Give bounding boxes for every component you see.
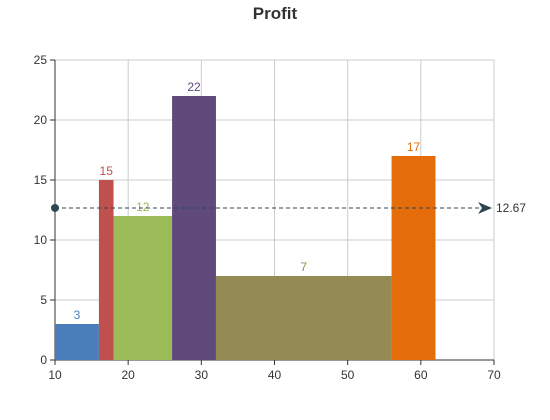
bar[interactable] — [215, 276, 392, 360]
y-tick-label: 5 — [40, 293, 47, 307]
mark-line-arrow — [478, 201, 492, 214]
bar[interactable] — [391, 156, 436, 360]
bar-value-label: 17 — [407, 140, 421, 154]
bar[interactable] — [98, 180, 114, 360]
x-tick-label: 20 — [121, 368, 135, 382]
y-tick-label: 15 — [34, 173, 48, 187]
bars — [55, 96, 436, 360]
bar[interactable] — [55, 324, 99, 360]
bar[interactable] — [113, 216, 173, 360]
mark-line-start-dot — [51, 203, 59, 212]
x-tick-label: 50 — [341, 368, 355, 382]
chart-title: Profit — [252, 4, 298, 23]
x-tick-label: 70 — [487, 368, 501, 382]
x-tick-label: 60 — [414, 368, 428, 382]
bar[interactable] — [172, 96, 216, 360]
x-tick-label: 40 — [268, 368, 282, 382]
bar-value-label: 22 — [187, 80, 201, 94]
average-mark-line: 12.67 — [51, 201, 526, 215]
x-tick-label: 30 — [195, 368, 209, 382]
y-tick-label: 20 — [34, 113, 48, 127]
bar-value-label: 12 — [136, 200, 150, 214]
y-tick-label: 25 — [34, 53, 48, 67]
bar-value-label: 15 — [100, 164, 114, 178]
bar-labels: 3 15 12 22 7 17 — [74, 80, 421, 322]
mark-line-label: 12.67 — [496, 201, 526, 215]
x-tick-label: 10 — [48, 368, 62, 382]
y-tick-label: 0 — [40, 353, 47, 367]
y-tick-label: 10 — [34, 233, 48, 247]
bar-value-label: 7 — [300, 260, 307, 274]
bar-value-label: 3 — [74, 308, 81, 322]
